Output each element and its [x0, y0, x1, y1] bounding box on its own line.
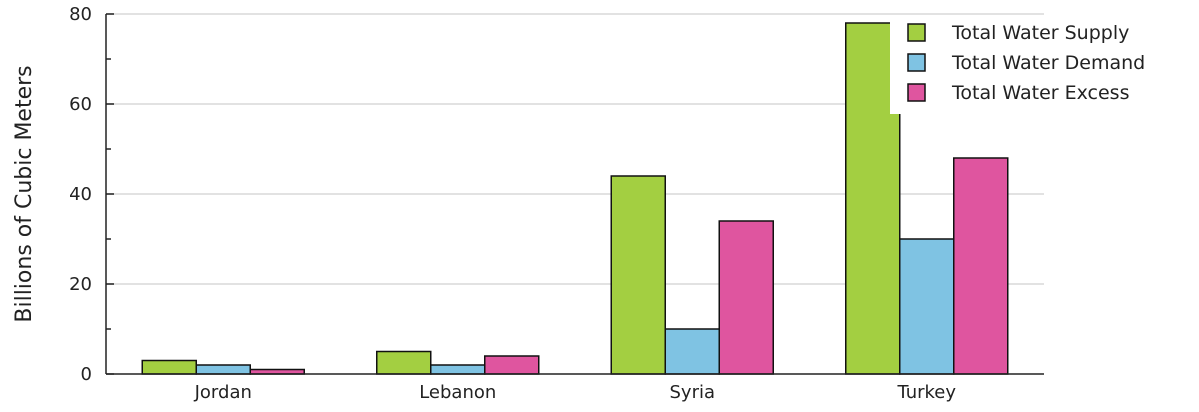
bar-lebanon-1 — [376, 350, 432, 375]
y-tick-label: 80 — [69, 4, 92, 25]
x-tick-label: Syria — [669, 382, 715, 403]
y-tick-label: 0 — [81, 364, 92, 385]
legend-swatch — [907, 83, 926, 102]
y-tick-label: 20 — [69, 274, 92, 295]
y-axis-title: Billions of Cubic Meters — [12, 65, 37, 322]
bar-syria-2 — [664, 328, 720, 375]
bar-syria-3 — [718, 220, 774, 375]
bar-syria-1 — [610, 175, 666, 375]
bar-turkey-3 — [953, 157, 1009, 375]
y-tick-label: 60 — [69, 94, 92, 115]
legend-swatch — [907, 53, 926, 72]
bar-jordan-2 — [195, 364, 251, 375]
bar-lebanon-2 — [430, 364, 486, 375]
x-tick-label: Turkey — [896, 382, 956, 403]
x-tick-label: Lebanon — [419, 382, 496, 403]
legend-background — [890, 18, 1190, 114]
legend-swatch — [907, 23, 926, 42]
x-tick-label: Jordan — [194, 382, 252, 403]
bar-jordan-1 — [141, 359, 197, 375]
axes: 0 20 40 60 80 Jordan Lebanon Syria Turkey — [69, 4, 1044, 403]
legend-label: Total Water Excess — [951, 82, 1129, 104]
legend-label: Total Water Demand — [951, 52, 1145, 74]
bars — [141, 22, 1009, 375]
legend: Total Water Supply Total Water Demand Tota… — [890, 18, 1190, 114]
bar-turkey-2 — [899, 238, 955, 375]
legend-label: Total Water Supply — [951, 22, 1129, 44]
bar-lebanon-3 — [484, 355, 540, 375]
y-tick-label: 40 — [69, 184, 92, 205]
